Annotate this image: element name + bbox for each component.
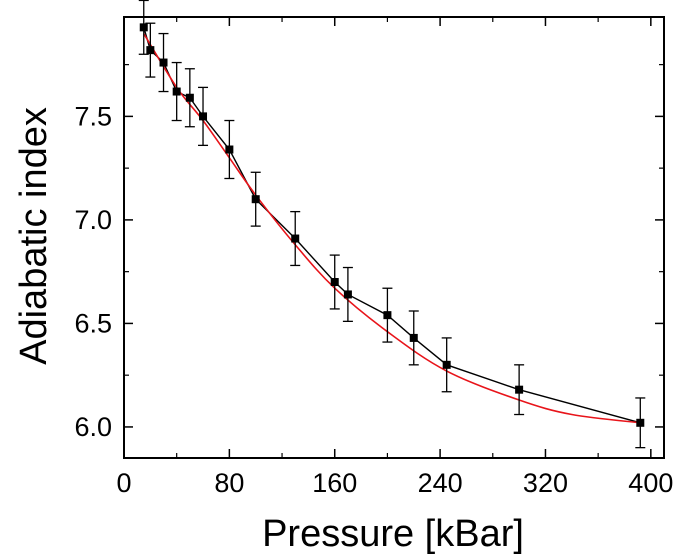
data-point: [185, 93, 194, 102]
series-lines: [143, 27, 641, 424]
x-tick-label: 240: [418, 468, 463, 498]
y-tick-labels: 6.0 6.5 7.0 7.5: [74, 101, 112, 442]
data-point: [146, 46, 155, 55]
y-axis-title: Adiabatic index: [13, 107, 55, 365]
x-tick-label: 160: [312, 468, 357, 498]
x-tick-labels: 0 80 160 240 320 400: [116, 468, 673, 498]
data-point: [383, 311, 392, 320]
y-tick-label: 7.5: [74, 101, 112, 131]
error-bars: [138, 0, 646, 449]
data-point: [442, 360, 451, 369]
axis-ticks: [123, 17, 664, 458]
x-tick-label: 80: [214, 468, 244, 498]
data-point: [225, 145, 234, 154]
y-tick-label: 6.5: [74, 308, 112, 338]
data-point: [409, 333, 418, 342]
fit-curve: [143, 33, 641, 424]
data-point: [291, 234, 300, 243]
data-point: [636, 418, 645, 427]
data-point: [139, 23, 148, 32]
data-markers: [139, 23, 645, 427]
data-point: [515, 385, 524, 394]
data-point: [330, 278, 339, 287]
data-point: [251, 195, 260, 204]
measured-series-line: [143, 27, 641, 424]
x-tick-label: 0: [116, 468, 131, 498]
data-point: [159, 58, 168, 67]
x-axis-title: Pressure [kBar]: [262, 513, 524, 555]
data-point: [199, 112, 208, 121]
data-point: [172, 87, 181, 96]
x-tick-label: 400: [628, 468, 673, 498]
y-tick-label: 7.0: [74, 205, 112, 235]
plot-frame: [123, 16, 665, 459]
data-point: [343, 290, 352, 299]
y-tick-label: 6.0: [74, 412, 112, 442]
x-tick-label: 320: [523, 468, 568, 498]
